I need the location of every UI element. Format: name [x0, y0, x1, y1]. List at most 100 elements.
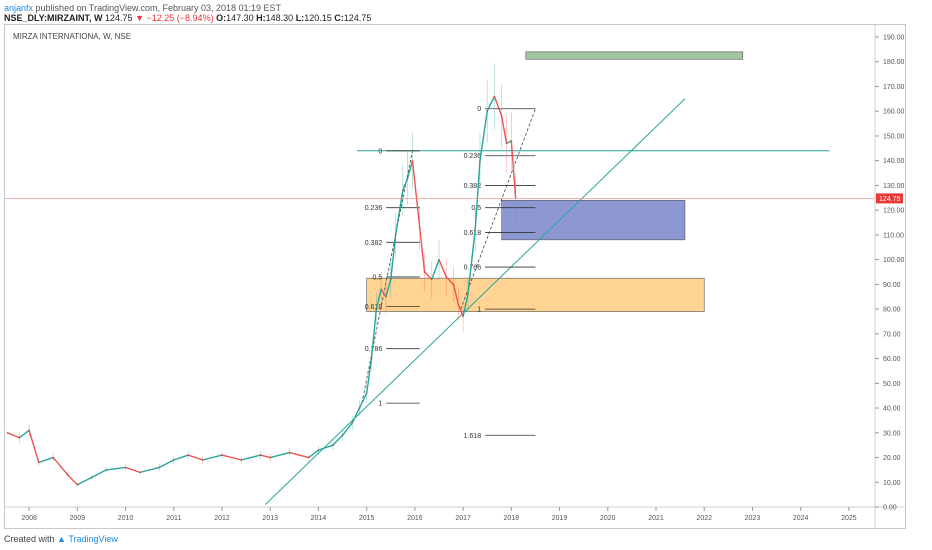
- price-segment: [342, 422, 353, 436]
- price-point: [462, 315, 465, 318]
- price-segment: [106, 466, 126, 471]
- price-point: [201, 459, 204, 461]
- price-point: [505, 142, 508, 145]
- x-tick-label: 2023: [745, 515, 761, 522]
- price-point: [139, 471, 141, 474]
- price-segment: [474, 160, 481, 230]
- price-point: [394, 233, 397, 236]
- price-segment: [457, 303, 464, 317]
- price-segment: [358, 392, 368, 409]
- change-arrow-icon: ▼: [135, 13, 144, 23]
- price-segment: [289, 451, 309, 459]
- price-segment: [221, 454, 242, 461]
- price-segment: [380, 288, 387, 298]
- tradingview-brand[interactable]: TradingView: [68, 534, 118, 544]
- price-segment: [424, 271, 433, 280]
- price-segment: [52, 457, 69, 476]
- tradingview-logo-icon[interactable]: ▲: [57, 534, 66, 544]
- price-point: [124, 466, 127, 469]
- price-segment: [370, 309, 378, 359]
- price-segment: [390, 234, 397, 280]
- price-point: [37, 461, 40, 464]
- published-text: published on TradingView.com, February 0…: [35, 3, 282, 13]
- price-segment: [158, 459, 175, 469]
- price-point: [341, 434, 344, 437]
- y-tick-label: 90.00: [883, 282, 901, 289]
- price-segment: [77, 476, 93, 486]
- zone-target: [501, 199, 686, 241]
- y-tick-label: 100.00: [883, 257, 905, 264]
- price-segment: [7, 432, 20, 439]
- open-label: O:: [216, 13, 227, 23]
- price-point: [423, 271, 426, 273]
- symbol-info: NSE_DLY:MIRZAINT, W 124.75 ▼ −12.25 (−8.…: [4, 13, 371, 23]
- open-value: 147.30: [226, 13, 254, 23]
- price-segment: [125, 466, 141, 474]
- price-point: [385, 295, 387, 298]
- price-point: [375, 308, 378, 311]
- price-point: [380, 288, 383, 291]
- fib-level-label: 0.382: [365, 240, 383, 247]
- fib-level-label: 0.618: [365, 304, 383, 311]
- price-segment: [411, 160, 421, 228]
- price-segment: [202, 454, 223, 461]
- fib-swing-line: [361, 150, 413, 404]
- fib-level-label: 0.236: [464, 153, 482, 160]
- price-chart[interactable]: 0.00 10.00 20.00 30.00 40.00 50.00 60.00 70.00 8…: [5, 25, 905, 528]
- price-point: [90, 476, 93, 479]
- price-point: [52, 456, 55, 459]
- price-point: [411, 159, 414, 162]
- y-tick-label: 80.00: [883, 307, 901, 314]
- x-tick-label: 2024: [793, 515, 809, 522]
- author-link[interactable]: anjanfx: [4, 3, 34, 13]
- price-point: [18, 436, 21, 439]
- fib-level-label: 0.786: [464, 265, 482, 272]
- publish-info: anjanfx published on TradingView.com, Fe…: [4, 3, 281, 13]
- price-segment: [139, 466, 160, 474]
- price-segment: [308, 449, 319, 459]
- price-point: [370, 357, 373, 360]
- price-segment: [462, 294, 469, 317]
- price-segment: [28, 430, 40, 463]
- fib-level-label: 0: [378, 148, 382, 155]
- close-value: 124.75: [343, 13, 372, 23]
- price-segment: [506, 140, 512, 144]
- y-tick-label: 40.00: [883, 406, 901, 413]
- price-segment: [188, 454, 203, 461]
- price-point: [28, 429, 31, 432]
- price-segment: [493, 96, 503, 117]
- price-segment: [500, 116, 508, 144]
- price-point: [105, 468, 108, 471]
- y-tick-label: 30.00: [883, 430, 901, 437]
- price-point: [269, 456, 272, 459]
- y-tick-label: 10.00: [883, 480, 901, 487]
- price-point: [288, 451, 291, 454]
- y-tick-label: 110.00: [883, 232, 904, 239]
- price-point: [406, 177, 409, 179]
- chart-header: anjanfx published on TradingView.com, Fe…: [0, 0, 932, 23]
- price-point: [445, 276, 448, 278]
- price-point: [500, 115, 503, 118]
- price-point: [6, 431, 9, 434]
- price-segment: [438, 259, 447, 278]
- price-segment: [351, 407, 361, 424]
- price-point: [486, 110, 489, 113]
- price-point: [365, 392, 368, 395]
- high-label: H:: [256, 13, 266, 23]
- price-point: [510, 139, 513, 142]
- y-tick-label: 160.00: [883, 109, 905, 116]
- price-point: [452, 283, 455, 286]
- price-point: [389, 278, 392, 281]
- symbol-name: NSE_DLY:MIRZAINT, W: [4, 13, 103, 23]
- price-point: [493, 95, 496, 98]
- x-tick-label: 2017: [455, 515, 471, 522]
- price-point: [418, 226, 421, 229]
- trendline: [265, 98, 686, 505]
- fib-level-label: 0.786: [365, 346, 383, 353]
- x-tick-label: 2022: [696, 515, 712, 522]
- chart-frame[interactable]: 0.00 10.00 20.00 30.00 40.00 50.00 60.00 70.00 8…: [4, 24, 906, 529]
- footer: Created with ▲ TradingView: [4, 534, 118, 544]
- price-point: [259, 454, 262, 456]
- fib-level-label: 1.618: [464, 433, 482, 440]
- fib-level-label: 0.236: [365, 205, 383, 212]
